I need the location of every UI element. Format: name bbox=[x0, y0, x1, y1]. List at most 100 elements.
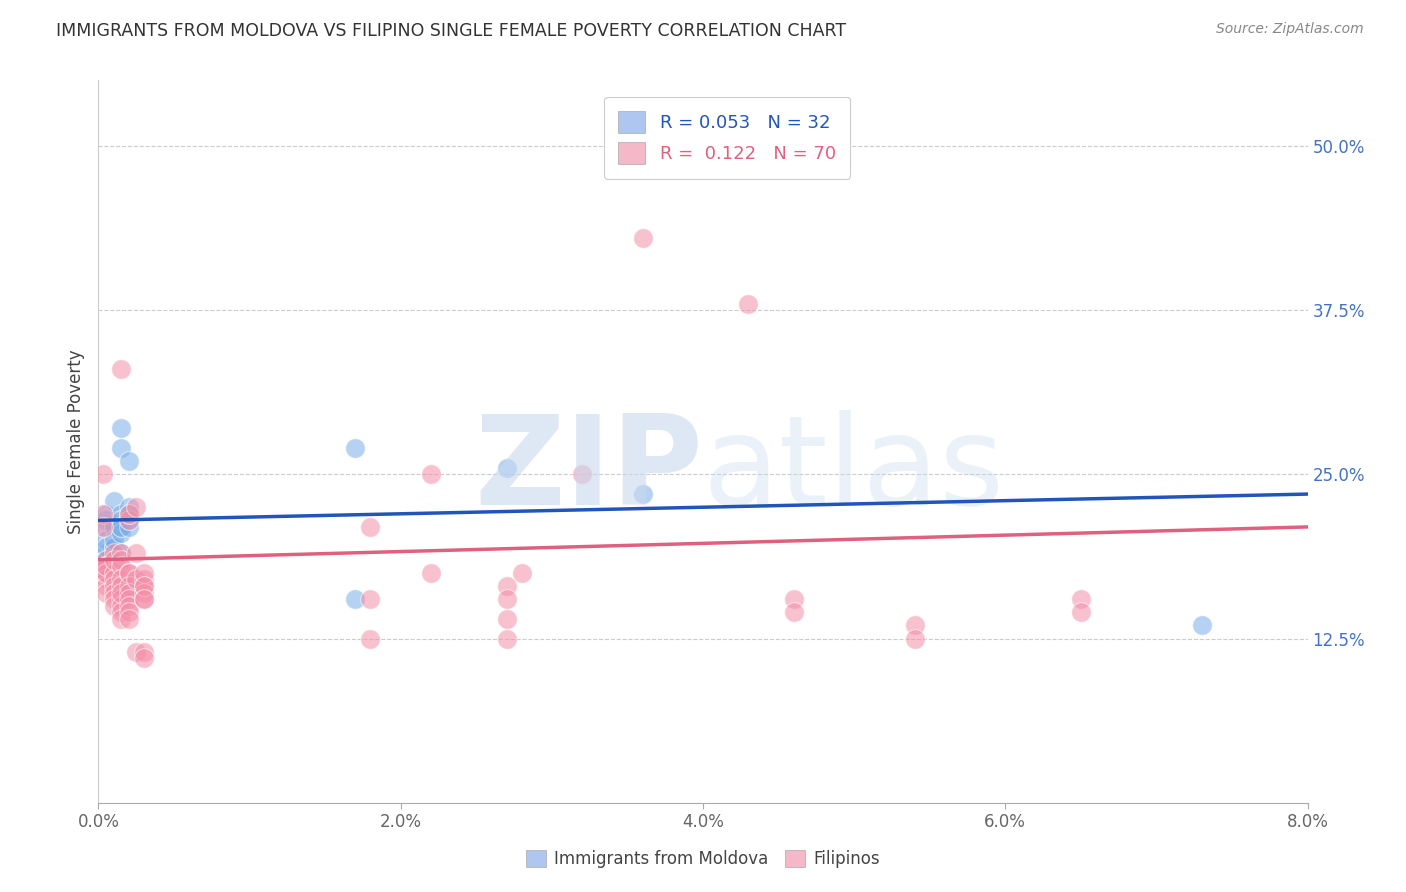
Point bbox=[118, 513, 141, 527]
Point bbox=[110, 559, 132, 574]
Point bbox=[110, 546, 132, 560]
Point bbox=[103, 585, 125, 599]
Legend: Immigrants from Moldova, Filipinos: Immigrants from Moldova, Filipinos bbox=[519, 843, 887, 875]
Point bbox=[132, 579, 155, 593]
Point bbox=[94, 553, 117, 567]
Point bbox=[344, 441, 367, 455]
Point bbox=[110, 362, 132, 376]
Point bbox=[132, 592, 155, 607]
Y-axis label: Single Female Poverty: Single Female Poverty bbox=[66, 350, 84, 533]
Point bbox=[118, 500, 141, 515]
Point bbox=[94, 566, 117, 580]
Point bbox=[94, 513, 117, 527]
Point bbox=[110, 553, 132, 567]
Point bbox=[110, 520, 132, 534]
Point bbox=[94, 559, 117, 574]
Point bbox=[495, 460, 517, 475]
Text: IMMIGRANTS FROM MOLDOVA VS FILIPINO SINGLE FEMALE POVERTY CORRELATION CHART: IMMIGRANTS FROM MOLDOVA VS FILIPINO SING… bbox=[56, 22, 846, 40]
Point bbox=[420, 467, 443, 482]
Point bbox=[110, 513, 132, 527]
Point bbox=[118, 605, 141, 619]
Text: Source: ZipAtlas.com: Source: ZipAtlas.com bbox=[1216, 22, 1364, 37]
Legend: R = 0.053   N = 32, R =  0.122   N = 70: R = 0.053 N = 32, R = 0.122 N = 70 bbox=[605, 96, 851, 178]
Point bbox=[94, 553, 117, 567]
Point bbox=[110, 573, 132, 587]
Point bbox=[904, 632, 927, 646]
Point bbox=[103, 520, 125, 534]
Point bbox=[132, 645, 155, 659]
Point bbox=[737, 296, 759, 310]
Point bbox=[110, 421, 132, 435]
Point bbox=[118, 579, 141, 593]
Point bbox=[118, 507, 141, 521]
Point bbox=[118, 612, 141, 626]
Point bbox=[110, 612, 132, 626]
Point bbox=[94, 533, 117, 547]
Point bbox=[94, 520, 117, 534]
Point bbox=[495, 579, 517, 593]
Point bbox=[110, 599, 132, 613]
Point bbox=[103, 553, 125, 567]
Point bbox=[94, 546, 117, 560]
Point bbox=[94, 540, 117, 554]
Point bbox=[1070, 592, 1092, 607]
Point bbox=[103, 540, 125, 554]
Point bbox=[132, 651, 155, 665]
Point bbox=[94, 579, 117, 593]
Point bbox=[103, 579, 125, 593]
Point bbox=[103, 573, 125, 587]
Point bbox=[94, 507, 117, 521]
Point bbox=[420, 566, 443, 580]
Point bbox=[118, 579, 141, 593]
Point bbox=[94, 559, 117, 574]
Point bbox=[118, 566, 141, 580]
Point bbox=[94, 573, 117, 587]
Point bbox=[1191, 618, 1213, 632]
Point bbox=[110, 507, 132, 521]
Point bbox=[103, 546, 125, 560]
Point bbox=[118, 599, 141, 613]
Point bbox=[110, 546, 132, 560]
Point bbox=[118, 585, 141, 599]
Point bbox=[94, 585, 117, 599]
Point bbox=[110, 520, 132, 534]
Point bbox=[495, 632, 517, 646]
Point bbox=[125, 573, 148, 587]
Point bbox=[91, 520, 114, 534]
Point bbox=[103, 599, 125, 613]
Point bbox=[91, 467, 114, 482]
Point bbox=[125, 500, 148, 515]
Point bbox=[94, 566, 117, 580]
Point bbox=[125, 546, 148, 560]
Point bbox=[783, 592, 806, 607]
Point bbox=[118, 566, 141, 580]
Point bbox=[631, 231, 654, 245]
Point bbox=[132, 592, 155, 607]
Point bbox=[631, 487, 654, 501]
Point bbox=[91, 507, 114, 521]
Point bbox=[103, 493, 125, 508]
Point bbox=[495, 592, 517, 607]
Point bbox=[94, 553, 117, 567]
Point bbox=[360, 520, 382, 534]
Point bbox=[132, 579, 155, 593]
Point bbox=[132, 573, 155, 587]
Point bbox=[904, 618, 927, 632]
Text: ZIP: ZIP bbox=[474, 410, 703, 531]
Point bbox=[495, 612, 517, 626]
Point bbox=[783, 605, 806, 619]
Point bbox=[110, 441, 132, 455]
Point bbox=[118, 520, 141, 534]
Point bbox=[110, 605, 132, 619]
Point bbox=[344, 592, 367, 607]
Point bbox=[125, 645, 148, 659]
Point bbox=[360, 632, 382, 646]
Point bbox=[118, 592, 141, 607]
Point bbox=[110, 592, 132, 607]
Point bbox=[510, 566, 533, 580]
Text: atlas: atlas bbox=[703, 410, 1005, 531]
Point bbox=[103, 533, 125, 547]
Point bbox=[118, 513, 141, 527]
Point bbox=[110, 526, 132, 541]
Point bbox=[360, 592, 382, 607]
